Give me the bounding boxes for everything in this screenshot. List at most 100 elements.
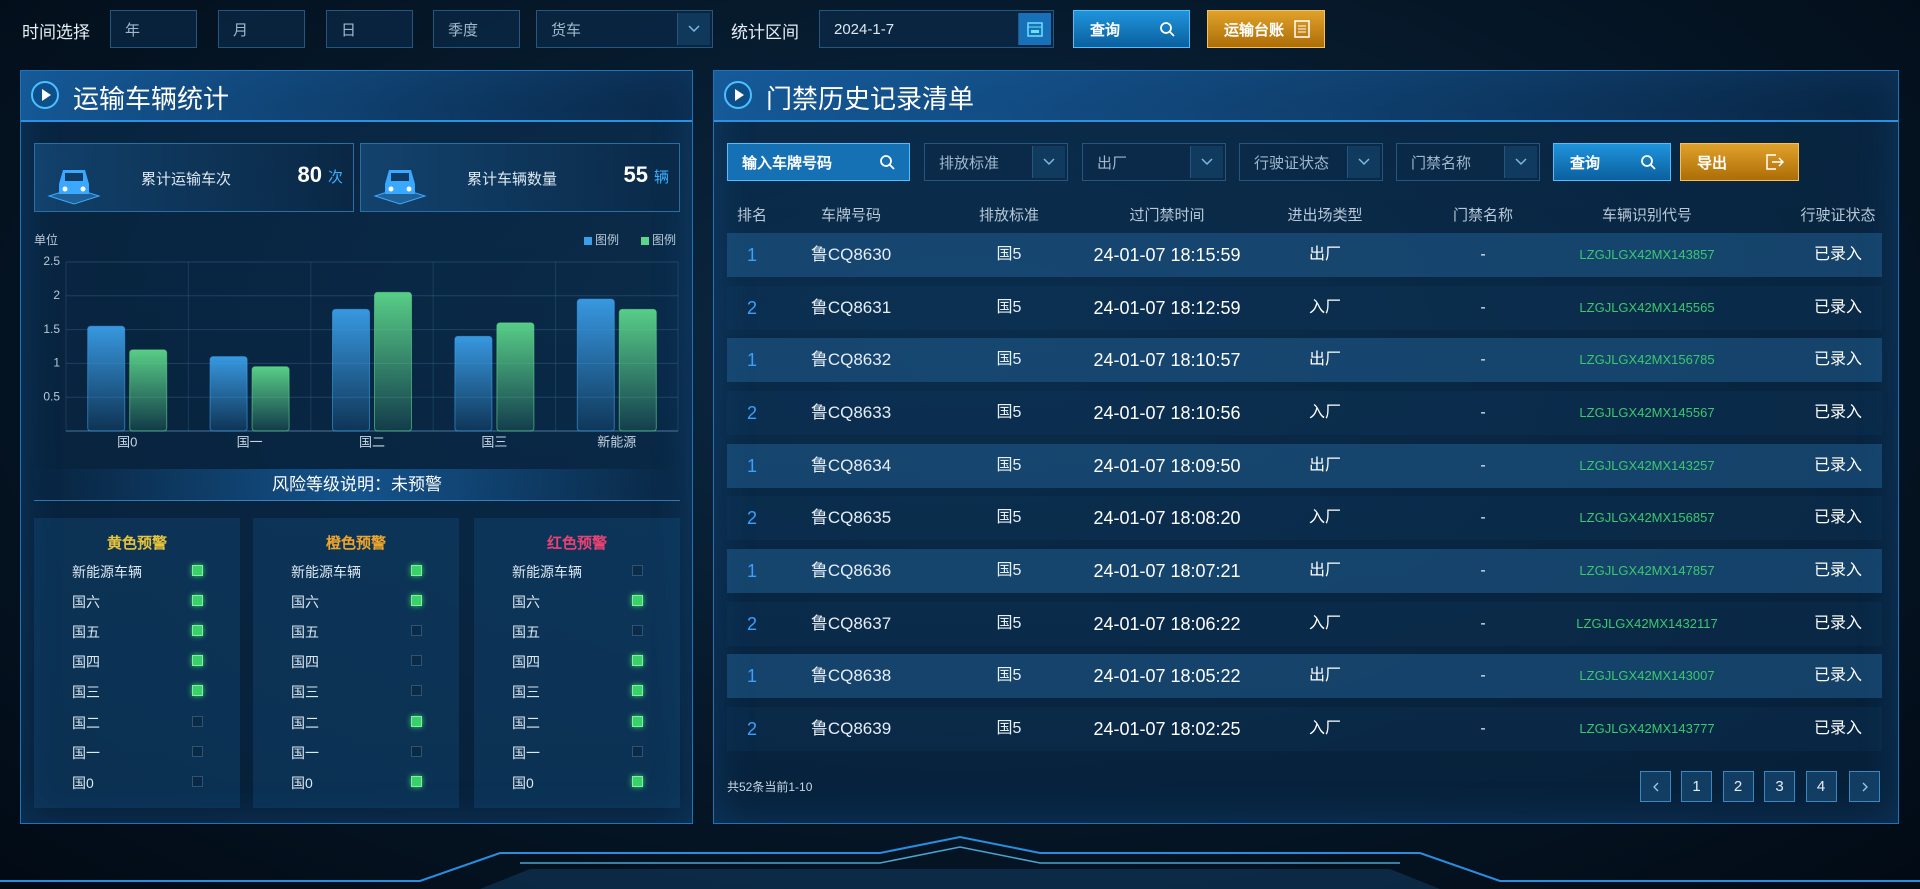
- table-cell: 已录入: [1813, 351, 1862, 369]
- month-input[interactable]: 月: [218, 10, 305, 48]
- column-header: 排放标准: [978, 207, 1039, 224]
- bar: [618, 308, 657, 432]
- table-cell: 鲁CQ8639: [810, 718, 892, 738]
- page-button[interactable]: 3: [1764, 771, 1795, 802]
- day-input[interactable]: 日: [326, 10, 413, 48]
- warning-item-label: 国0: [512, 774, 534, 791]
- panel-icon: [724, 81, 752, 109]
- table-cell: 2: [746, 402, 757, 423]
- table-cell: 24-01-07 18:10:57: [1093, 350, 1241, 371]
- ledger-icon: [1294, 20, 1310, 38]
- table-cell: 入厂: [1308, 298, 1341, 316]
- checkbox-checked: [411, 595, 422, 607]
- vehicle-select[interactable]: 货车: [536, 10, 713, 48]
- warning-item-label: 国二: [512, 714, 540, 731]
- range-label: 统计区间: [731, 23, 799, 42]
- checkbox-checked: [192, 685, 203, 697]
- bar: [251, 366, 290, 432]
- quarter-input[interactable]: 季度: [433, 10, 520, 48]
- export-icon: [1766, 154, 1784, 170]
- table-cell: 24-01-07 18:10:56: [1093, 402, 1241, 423]
- plate-input[interactable]: 输入车牌号码: [727, 143, 910, 181]
- checkbox-checked: [192, 655, 203, 667]
- ledger-text: 运输台账: [1224, 21, 1285, 39]
- select-arrow: [1347, 146, 1380, 178]
- table-cell: 鲁CQ8638: [810, 666, 892, 686]
- prev-page[interactable]: [1640, 771, 1671, 802]
- warning-item-label: 国四: [512, 654, 540, 671]
- panel-title: 门禁历史记录清单: [766, 84, 975, 114]
- emission-select[interactable]: 排放标准: [924, 143, 1068, 181]
- table-cell: 鲁CQ8633: [810, 402, 892, 422]
- car-icon: [373, 170, 427, 205]
- table-cell: 已录入: [1813, 667, 1862, 685]
- table-cell: 已录入: [1813, 719, 1862, 737]
- table-cell: 鲁CQ8635: [810, 508, 892, 528]
- table-cell: 出厂: [1308, 456, 1341, 474]
- table-cell: LZGJLGX42MX156857: [1579, 510, 1715, 526]
- table-cell: LZGJLGX42MX143857: [1579, 247, 1715, 262]
- y-axis-label: 单位: [34, 232, 58, 247]
- table-cell: LZGJLGX42MX145567: [1579, 404, 1715, 420]
- warning-item-label: 新能源车辆: [72, 564, 142, 580]
- panel-title: 运输车辆统计: [73, 84, 230, 114]
- table-summary: 共52条当前1-10: [727, 780, 813, 794]
- gate-select[interactable]: 门禁名称: [1396, 143, 1540, 181]
- page-button[interactable]: 4: [1805, 771, 1837, 802]
- column-header: 过门禁时间: [1129, 207, 1205, 224]
- license-select[interactable]: 行驶证状态: [1239, 143, 1383, 181]
- table-row: 1 鲁CQ8638 国5 24-01-07 18:05:22 出厂 - LZGJLGX42M…: [727, 654, 1882, 699]
- date-input[interactable]: 2024-1-7: [819, 10, 1054, 48]
- table-cell: LZGJLGX42MX156785: [1579, 352, 1715, 368]
- checkbox-unchecked: [192, 745, 203, 757]
- stat-label: 累计车辆数量: [467, 171, 558, 188]
- column-header: 车牌号码: [820, 207, 881, 224]
- bar: [496, 322, 535, 432]
- table-row: 2 鲁CQ8637 国5 24-01-07 18:06:22 入厂 - LZGJLGX42M…: [727, 601, 1882, 646]
- table-cell: 2: [746, 297, 757, 318]
- query-button[interactable]: 查询: [1073, 10, 1190, 48]
- export-button[interactable]: 导出: [1680, 143, 1799, 181]
- bar: [454, 335, 493, 432]
- table-cell: 24-01-07 18:02:25: [1093, 718, 1241, 739]
- checkbox-checked: [632, 715, 643, 727]
- stat-value-group: 80 次: [298, 162, 344, 188]
- search-icon: [1160, 22, 1175, 37]
- page-button[interactable]: 1: [1681, 771, 1712, 802]
- warning-item-label: 国六: [512, 594, 540, 611]
- next-page[interactable]: [1849, 771, 1880, 802]
- warning-item-label: 国一: [512, 744, 540, 761]
- table-cell: 鲁CQ8630: [810, 245, 892, 264]
- table-cell: 国5: [996, 298, 1022, 316]
- bar: [332, 308, 370, 432]
- table-query-button[interactable]: 查询: [1553, 143, 1671, 181]
- warning-title: 黄色预警: [106, 535, 167, 552]
- table-row: 2 鲁CQ8635 国5 24-01-07 18:08:20 入厂 - LZGJLGX42M…: [727, 496, 1882, 541]
- column-header: 门禁名称: [1452, 207, 1513, 224]
- panel-icon: [31, 81, 59, 109]
- column-header: 行驶证状态: [1800, 207, 1876, 224]
- table-cell: -: [1480, 403, 1486, 421]
- ledger-button[interactable]: 运输台账: [1207, 10, 1325, 48]
- stat-card: 累计车辆数量 55 辆: [360, 143, 680, 212]
- page-button[interactable]: 2: [1722, 771, 1754, 802]
- table-cell: 1: [746, 666, 757, 687]
- table-row: 2 鲁CQ8639 国5 24-01-07 18:02:25 入厂 - LZGJLGX42M…: [727, 706, 1882, 751]
- table-cell: 鲁CQ8631: [810, 297, 892, 317]
- calendar-button[interactable]: [1018, 13, 1051, 45]
- direction-select[interactable]: 出厂: [1082, 143, 1226, 181]
- x-tick-label: 国0: [117, 434, 137, 449]
- table-cell: 已录入: [1813, 561, 1862, 579]
- year-input[interactable]: 年: [110, 10, 197, 48]
- stat-label: 累计运输车次: [141, 171, 232, 188]
- table-cell: 已录入: [1813, 246, 1862, 263]
- checkbox-checked: [632, 685, 643, 697]
- y-tick-label: 2.5: [43, 254, 60, 268]
- legend-label: 图例: [595, 233, 619, 247]
- select-arrow: [1032, 146, 1065, 178]
- chevron-left: [1652, 782, 1658, 791]
- legend-swatch: [584, 237, 592, 245]
- y-tick-label: 1: [53, 356, 60, 370]
- warning-title: 橙色预警: [325, 535, 386, 552]
- table-cell: -: [1480, 456, 1486, 474]
